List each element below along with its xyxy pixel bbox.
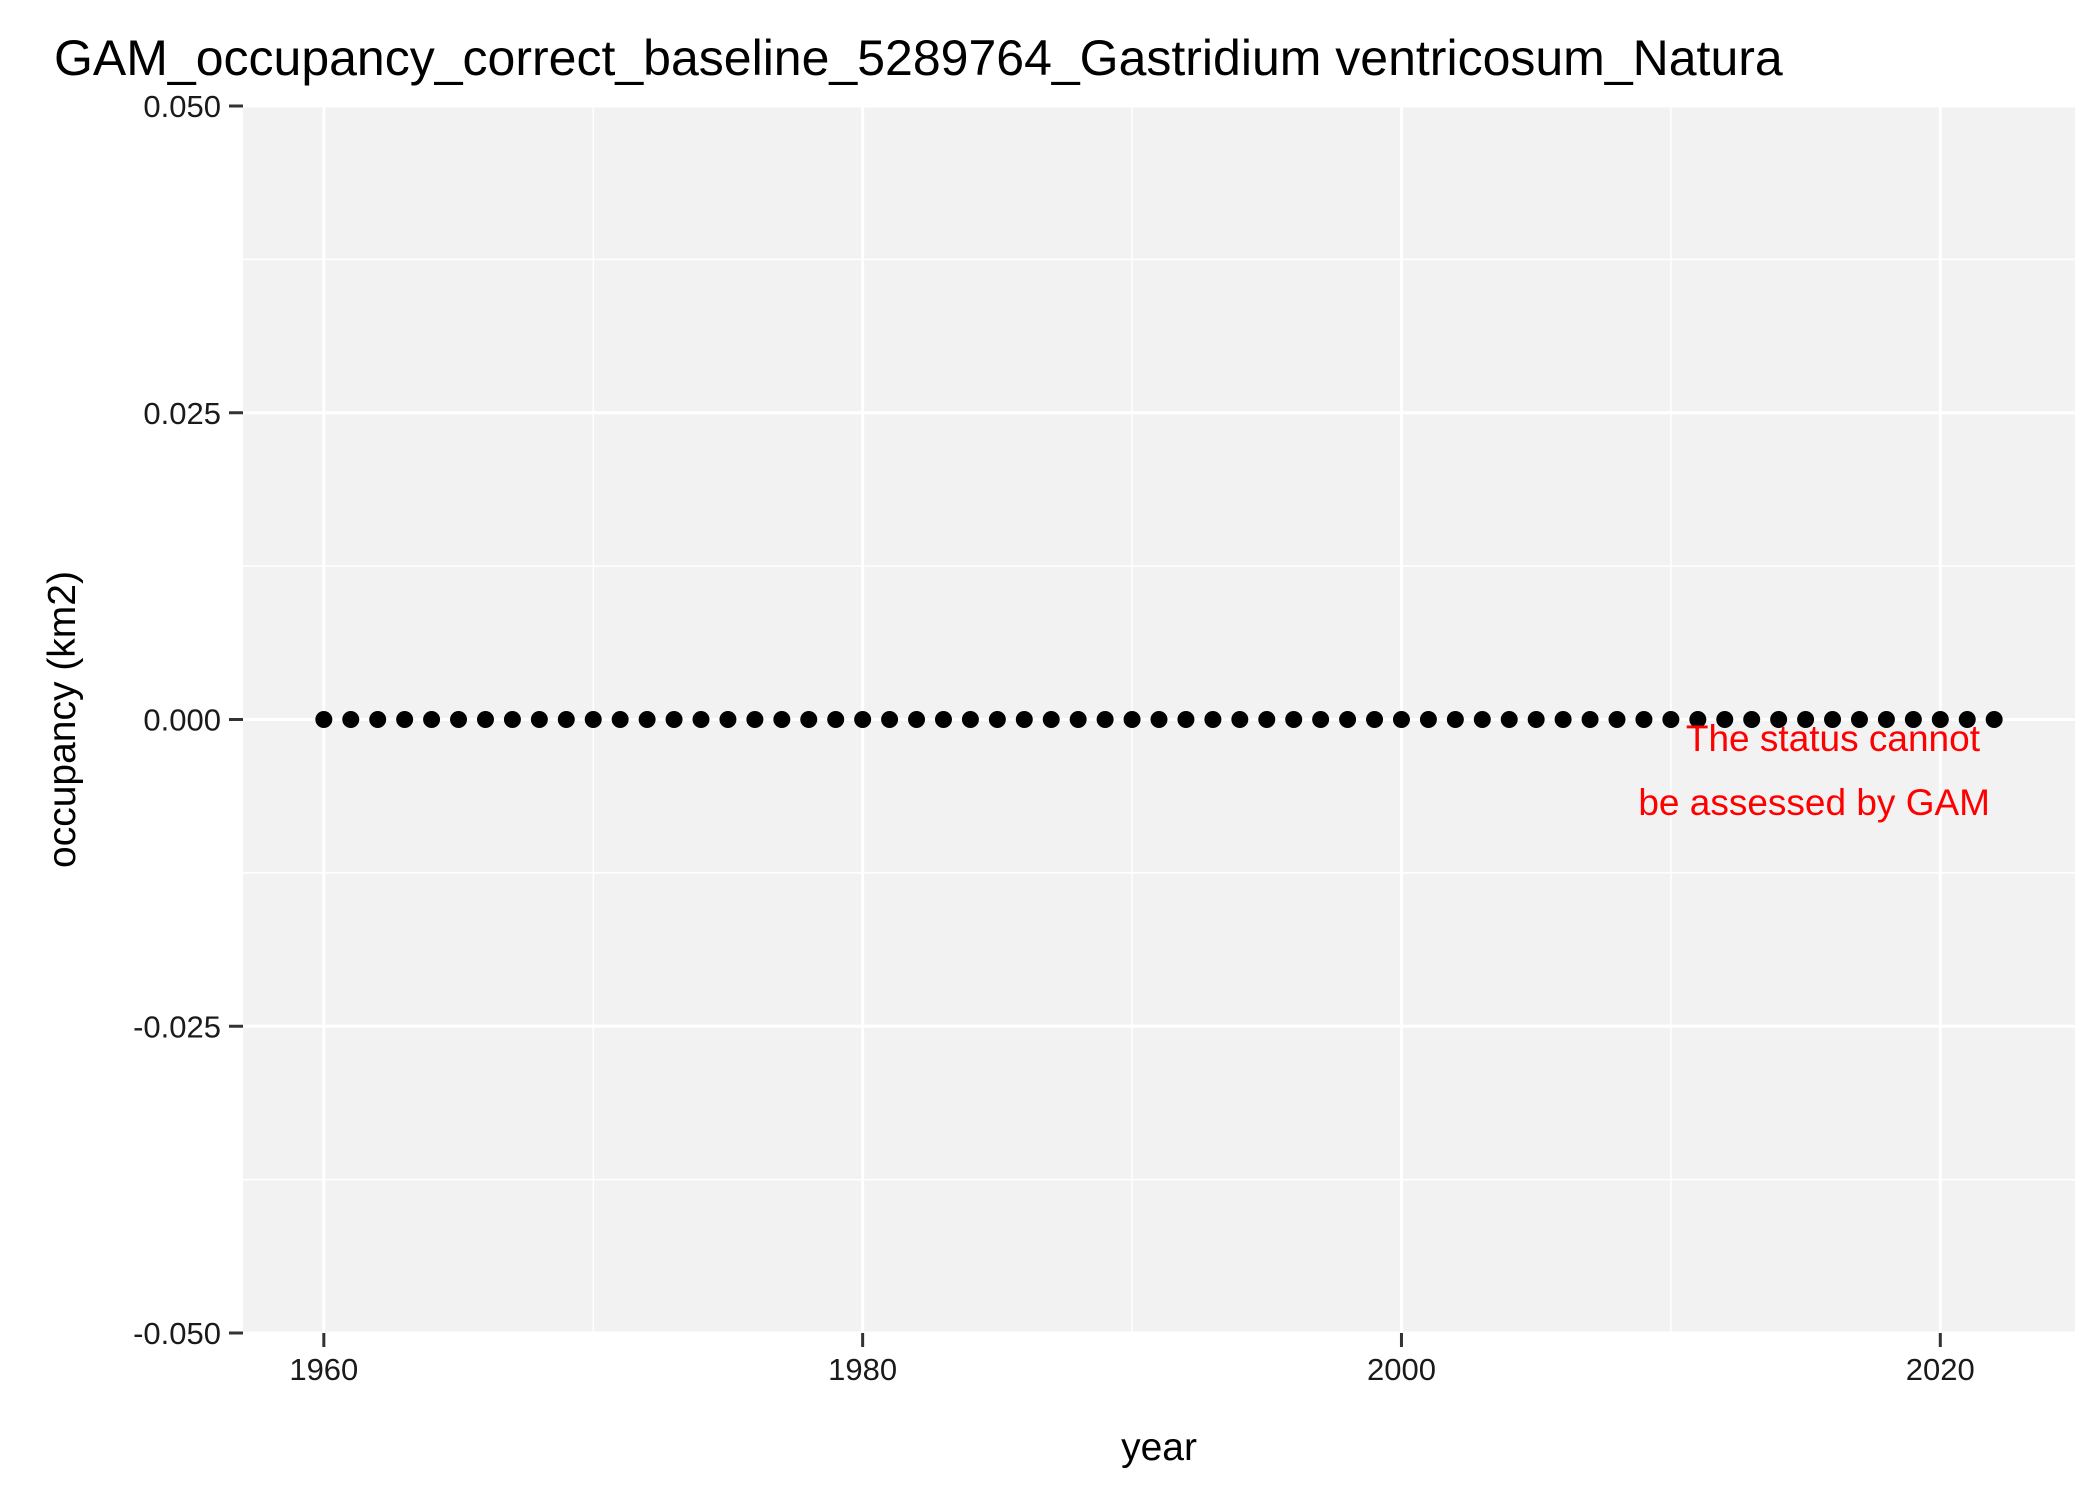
- data-point: [800, 711, 818, 728]
- data-point: [557, 711, 575, 728]
- data-point: [1770, 711, 1788, 728]
- data-point: [503, 711, 521, 728]
- y-tick-label: -0.050: [133, 1316, 221, 1351]
- x-axis: 1960 1980 2000 2020: [289, 1333, 1975, 1387]
- data-point: [1231, 711, 1249, 728]
- data-point: [1608, 711, 1626, 728]
- data-point: [746, 711, 764, 728]
- data-point: [1635, 711, 1653, 728]
- data-point: [342, 711, 360, 728]
- data-point: [1285, 711, 1303, 728]
- data-point: [1150, 711, 1168, 728]
- y-tick-label: 0.000: [143, 703, 221, 738]
- data-point: [611, 711, 629, 728]
- data-point: [1366, 711, 1384, 728]
- data-point: [1985, 711, 2003, 728]
- data-point: [1473, 711, 1491, 728]
- data-point: [1096, 711, 1114, 728]
- data-point: [1689, 711, 1707, 728]
- data-point: [881, 711, 899, 728]
- data-point: [1850, 711, 1868, 728]
- annotation-line-2: be assessed by GAM: [1638, 782, 1990, 823]
- x-tick-label: 2000: [1367, 1352, 1436, 1387]
- y-tick-label: 0.050: [143, 89, 221, 124]
- data-point: [1904, 711, 1922, 728]
- data-point: [1581, 711, 1599, 728]
- data-point: [396, 711, 414, 728]
- y-axis: 0.050 0.025 0.000 -0.025 -0.050: [133, 89, 243, 1351]
- data-point: [315, 711, 333, 728]
- data-point: [450, 711, 468, 728]
- data-point: [1716, 711, 1734, 728]
- data-point: [1015, 711, 1033, 728]
- data-point: [423, 711, 441, 728]
- y-tick-label: -0.025: [133, 1009, 221, 1044]
- data-point: [1500, 711, 1518, 728]
- data-point: [638, 711, 656, 728]
- data-point: [1177, 711, 1195, 728]
- data-point: [1824, 711, 1842, 728]
- x-tick-label: 1960: [289, 1352, 358, 1387]
- data-point: [1204, 711, 1222, 728]
- data-point: [1958, 711, 1976, 728]
- data-point: [584, 711, 602, 728]
- data-point: [1931, 711, 1949, 728]
- data-point: [961, 711, 979, 728]
- data-point: [1554, 711, 1572, 728]
- data-point: [369, 711, 387, 728]
- x-tick-label: 1980: [828, 1352, 897, 1387]
- data-point: [1312, 711, 1330, 728]
- data-point: [1527, 711, 1545, 728]
- data-point: [1446, 711, 1464, 728]
- data-point: [1042, 711, 1060, 728]
- data-points: [315, 711, 2003, 728]
- data-point: [854, 711, 872, 728]
- data-point: [1258, 711, 1276, 728]
- data-point: [934, 711, 952, 728]
- data-point: [1392, 711, 1410, 728]
- data-point: [1797, 711, 1815, 728]
- data-point: [1339, 711, 1357, 728]
- data-point: [719, 711, 737, 728]
- y-tick-label: 0.025: [143, 396, 221, 431]
- annotation-line-1: The status cannot: [1686, 718, 1981, 759]
- data-point: [1419, 711, 1437, 728]
- data-point: [908, 711, 926, 728]
- x-axis-title: year: [1121, 1426, 1197, 1469]
- data-point: [1123, 711, 1141, 728]
- data-point: [1069, 711, 1087, 728]
- x-tick-label: 2020: [1906, 1352, 1975, 1387]
- data-point: [988, 711, 1006, 728]
- data-point: [476, 711, 494, 728]
- data-point: [827, 711, 845, 728]
- chart-title: GAM_occupancy_correct_baseline_5289764_G…: [54, 30, 1783, 86]
- data-point: [530, 711, 548, 728]
- data-point: [692, 711, 710, 728]
- y-axis-title: occupancy (km2): [41, 571, 84, 868]
- data-point: [1743, 711, 1761, 728]
- data-point: [1877, 711, 1895, 728]
- data-point: [773, 711, 791, 728]
- data-point: [665, 711, 683, 728]
- data-point: [1662, 711, 1680, 728]
